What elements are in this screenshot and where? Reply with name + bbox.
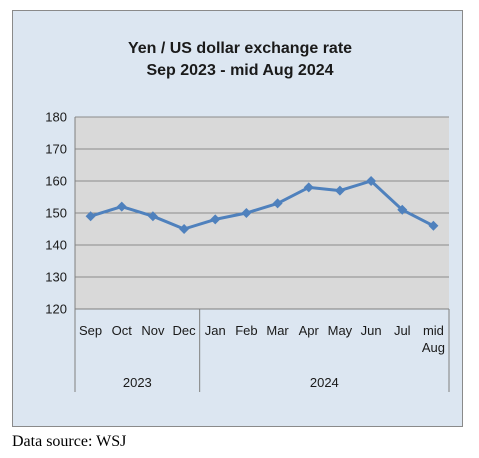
x-tick-label: Dec <box>173 323 197 338</box>
data-point-marker <box>179 224 190 234</box>
y-tick-label: 130 <box>45 270 67 285</box>
data-point-marker <box>116 201 127 212</box>
y-tick-label: 140 <box>45 238 67 253</box>
data-point-marker <box>241 208 252 218</box>
data-point-marker <box>210 214 221 225</box>
plot-area: 120 130 140 150 160 170 180 2023 2024 Sep Oct Nov De… <box>45 110 450 392</box>
x-group-label: 2024 <box>310 375 339 390</box>
chart-frame: Yen / US dollar exchange rate Sep 2023 -… <box>12 10 463 427</box>
x-tick-label: Jan <box>205 323 226 338</box>
y-tick-label: 150 <box>45 206 67 221</box>
x-tick-label: Nov <box>141 323 165 338</box>
series-line <box>90 179 435 231</box>
data-point-marker <box>303 182 314 193</box>
x-tick-label: Apr <box>299 323 320 338</box>
data-point-marker <box>85 211 96 222</box>
y-tick-label: 160 <box>45 174 67 189</box>
data-point-marker <box>334 185 345 196</box>
x-tick-label: mid Aug <box>422 323 445 355</box>
data-point-marker <box>366 176 377 186</box>
x-tick-label: Sep <box>79 323 102 338</box>
y-tick-label: 170 <box>45 142 67 157</box>
chart-title-line-2: Sep 2023 - mid Aug 2024 <box>146 62 333 79</box>
x-tick-label: Feb <box>235 323 257 338</box>
x-tick-label: Mar <box>266 323 289 338</box>
x-group-label: 2023 <box>123 375 152 390</box>
y-tick-label: 120 <box>45 302 67 317</box>
y-tick-label: 180 <box>45 110 67 125</box>
data-point-marker <box>397 204 408 215</box>
x-tick-label: Jul <box>394 323 411 338</box>
source-note: Data source: WSJ <box>12 433 127 450</box>
data-point-marker <box>272 198 283 209</box>
data-point-marker <box>147 211 158 222</box>
line-chart: Yen / US dollar exchange rate Sep 2023 -… <box>45 40 450 392</box>
x-tick-label: May <box>328 323 353 338</box>
chart-title-line-1: Yen / US dollar exchange rate <box>128 40 352 57</box>
x-tick-label: Jun <box>361 323 382 338</box>
x-tick-label: Oct <box>112 323 133 338</box>
data-point-marker <box>428 220 439 231</box>
